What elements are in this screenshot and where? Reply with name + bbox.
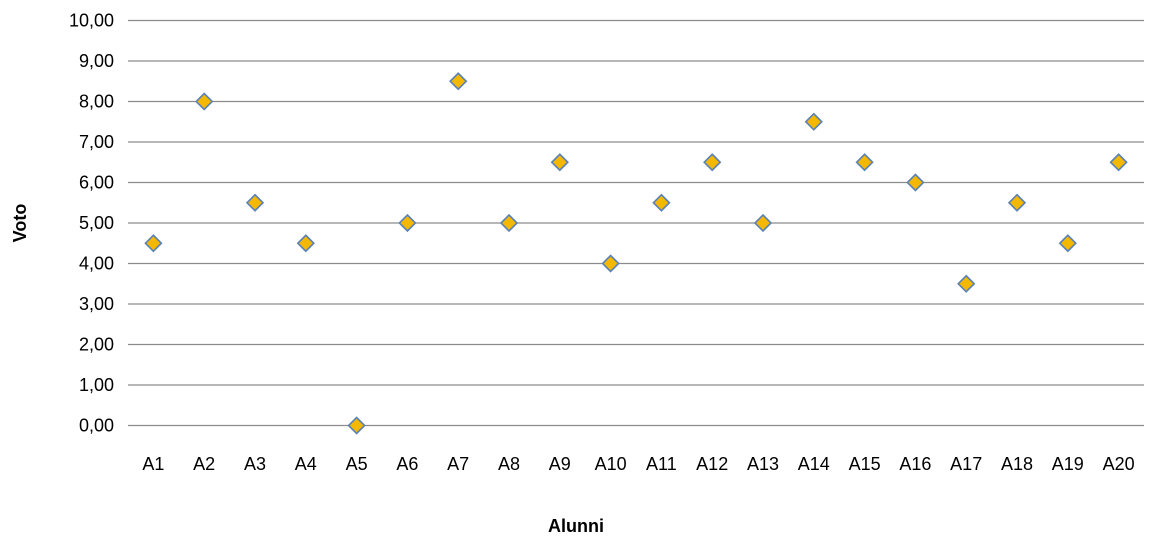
data-point [855, 153, 874, 172]
data-point [245, 193, 265, 212]
x-tick-label: A12 [696, 454, 728, 474]
y-tick-label: 6,00 [79, 173, 114, 193]
x-tick-label: A14 [798, 454, 830, 474]
data-point [449, 72, 468, 91]
data-point [144, 234, 163, 253]
y-tick-label: 0,00 [79, 416, 114, 436]
y-tick-label: 1,00 [79, 375, 114, 395]
data-point [398, 213, 417, 233]
y-tick-label: 3,00 [79, 294, 114, 314]
data-point [347, 416, 366, 435]
y-tick-label: 10,00 [69, 11, 114, 31]
x-axis-title: Alunni [548, 516, 604, 536]
data-point [601, 254, 620, 273]
data-point [550, 153, 569, 172]
data-point [753, 213, 773, 233]
data-point [499, 213, 519, 233]
x-tick-label: A11 [646, 454, 677, 474]
y-axis-title: Voto [10, 204, 30, 243]
y-tick-label: 2,00 [79, 335, 114, 355]
x-tick-label: A1 [142, 454, 164, 474]
data-point [906, 173, 925, 192]
data-point [296, 234, 315, 253]
gridlines [128, 19, 1144, 427]
x-tick-label: A8 [498, 454, 520, 474]
x-tick-label: A19 [1052, 454, 1084, 474]
y-tick-label: 7,00 [79, 132, 114, 152]
x-tick-label: A10 [595, 454, 627, 474]
x-tick-label: A4 [295, 454, 317, 474]
x-tick-label: A18 [1001, 454, 1033, 474]
data-points [144, 72, 1128, 435]
x-tick-label: A3 [244, 454, 266, 474]
data-point [1007, 193, 1027, 212]
x-tick-label: A20 [1103, 454, 1135, 474]
x-tick-label: A16 [899, 454, 931, 474]
x-axis-ticks: A1 A2 A3 A4 A5 A6 A7 A8 A9 A10 A11 A12 A13 A14 A15 A16 A… [142, 454, 1134, 474]
data-point [703, 153, 722, 172]
x-tick-label: A7 [447, 454, 469, 474]
data-point [804, 112, 823, 131]
x-tick-label: A2 [193, 454, 215, 474]
data-point [1109, 153, 1128, 172]
y-axis-ticks: 0,00 1,00 2,00 3,00 4,00 5,00 6,00 7,00 8,00 9,00… [69, 11, 114, 436]
y-tick-label: 4,00 [79, 254, 114, 274]
data-point [195, 92, 214, 111]
data-point [1058, 234, 1077, 253]
data-point [652, 193, 671, 212]
y-tick-label: 9,00 [79, 51, 114, 71]
x-tick-label: A9 [549, 454, 571, 474]
x-tick-label: A13 [747, 454, 779, 474]
data-point [957, 274, 976, 293]
x-tick-label: A6 [396, 454, 418, 474]
x-tick-label: A17 [950, 454, 982, 474]
x-tick-label: A15 [849, 454, 881, 474]
y-tick-label: 5,00 [79, 213, 114, 233]
x-tick-label: A5 [346, 454, 368, 474]
y-tick-label: 8,00 [79, 92, 114, 112]
